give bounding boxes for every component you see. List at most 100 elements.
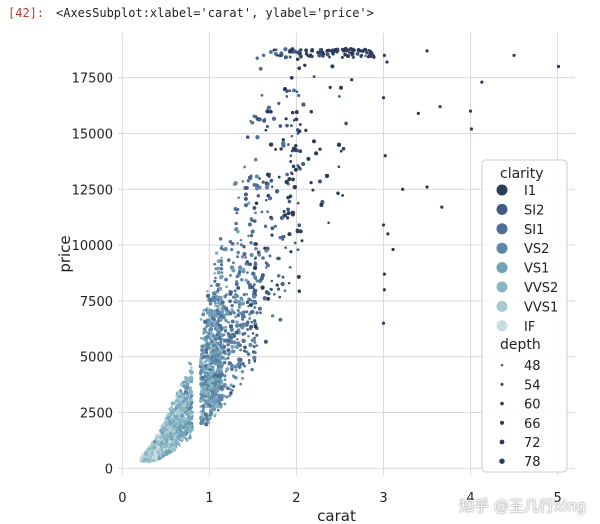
data-point bbox=[253, 219, 257, 223]
data-point bbox=[246, 271, 249, 274]
data-point bbox=[263, 339, 268, 344]
data-point bbox=[250, 320, 254, 324]
data-point bbox=[351, 52, 355, 56]
data-point bbox=[217, 382, 221, 387]
data-point bbox=[275, 189, 280, 194]
data-point bbox=[260, 210, 264, 214]
data-point bbox=[228, 299, 232, 303]
data-point bbox=[214, 290, 218, 295]
data-point bbox=[290, 134, 294, 138]
data-point bbox=[277, 287, 281, 291]
data-point bbox=[234, 315, 237, 319]
data-point bbox=[208, 317, 211, 321]
data-point bbox=[248, 343, 253, 347]
data-point bbox=[341, 194, 344, 197]
data-point bbox=[227, 321, 230, 324]
data-point bbox=[227, 361, 232, 365]
data-point bbox=[234, 330, 239, 335]
data-point bbox=[203, 319, 208, 324]
data-point bbox=[265, 109, 270, 114]
data-point bbox=[187, 386, 192, 391]
data-point bbox=[255, 186, 259, 191]
data-point bbox=[170, 401, 175, 406]
data-point bbox=[223, 329, 228, 333]
data-point bbox=[188, 390, 193, 395]
data-point bbox=[205, 308, 208, 312]
cell-prompt: [42]: bbox=[8, 6, 45, 20]
data-point bbox=[246, 352, 251, 356]
data-point bbox=[318, 50, 322, 53]
data-point bbox=[286, 211, 291, 216]
data-point bbox=[176, 441, 180, 446]
data-point bbox=[284, 117, 288, 121]
data-point bbox=[213, 263, 216, 266]
data-point bbox=[233, 364, 238, 369]
data-point bbox=[207, 308, 210, 311]
data-point bbox=[216, 266, 221, 271]
data-point bbox=[219, 402, 223, 406]
data-point bbox=[206, 400, 210, 404]
data-point bbox=[245, 292, 248, 296]
data-point bbox=[249, 325, 253, 329]
data-point bbox=[253, 351, 257, 355]
data-point bbox=[220, 271, 224, 274]
data-point bbox=[281, 275, 285, 279]
data-point bbox=[249, 252, 254, 258]
data-point bbox=[181, 403, 186, 407]
data-point bbox=[234, 282, 239, 286]
data-point bbox=[175, 404, 179, 407]
data-point bbox=[189, 370, 194, 375]
data-point bbox=[321, 54, 325, 58]
data-point bbox=[287, 281, 291, 285]
data-point bbox=[214, 251, 219, 255]
data-point bbox=[207, 380, 212, 385]
data-point bbox=[278, 317, 283, 322]
data-point bbox=[235, 320, 239, 324]
data-point bbox=[281, 141, 286, 146]
data-point bbox=[249, 285, 253, 289]
data-point bbox=[240, 301, 245, 306]
data-point bbox=[233, 181, 238, 186]
data-point bbox=[248, 361, 251, 364]
data-point bbox=[239, 296, 243, 301]
data-point bbox=[247, 280, 250, 284]
data-point bbox=[297, 66, 302, 71]
data-point bbox=[295, 57, 300, 61]
data-point bbox=[264, 128, 268, 132]
data-point bbox=[253, 275, 257, 280]
data-point bbox=[270, 279, 274, 283]
data-point bbox=[204, 364, 208, 368]
data-point bbox=[242, 293, 246, 297]
data-point bbox=[303, 63, 307, 67]
data-point bbox=[241, 338, 246, 343]
data-point bbox=[224, 326, 228, 329]
data-point bbox=[222, 248, 226, 251]
data-point bbox=[218, 237, 223, 241]
data-point bbox=[190, 366, 193, 370]
data-point bbox=[261, 180, 265, 184]
data-point bbox=[253, 157, 258, 162]
data-point bbox=[243, 323, 247, 327]
data-point bbox=[220, 300, 225, 305]
data-point bbox=[208, 404, 212, 408]
data-point bbox=[243, 364, 247, 368]
data-point bbox=[295, 90, 299, 93]
data-point bbox=[216, 259, 221, 264]
data-point bbox=[205, 354, 210, 359]
data-point bbox=[311, 188, 315, 192]
data-point bbox=[255, 333, 259, 337]
data-point bbox=[288, 55, 292, 59]
data-point bbox=[253, 261, 257, 264]
data-point bbox=[247, 201, 251, 205]
data-point bbox=[215, 356, 219, 360]
data-point bbox=[287, 177, 292, 181]
data-point bbox=[185, 383, 190, 388]
data-point bbox=[205, 388, 210, 392]
data-point bbox=[218, 343, 222, 347]
data-point bbox=[288, 265, 292, 269]
data-point bbox=[343, 47, 348, 51]
data-point bbox=[165, 419, 169, 423]
data-point bbox=[239, 348, 243, 352]
data-point bbox=[243, 315, 246, 319]
data-point bbox=[217, 394, 222, 398]
